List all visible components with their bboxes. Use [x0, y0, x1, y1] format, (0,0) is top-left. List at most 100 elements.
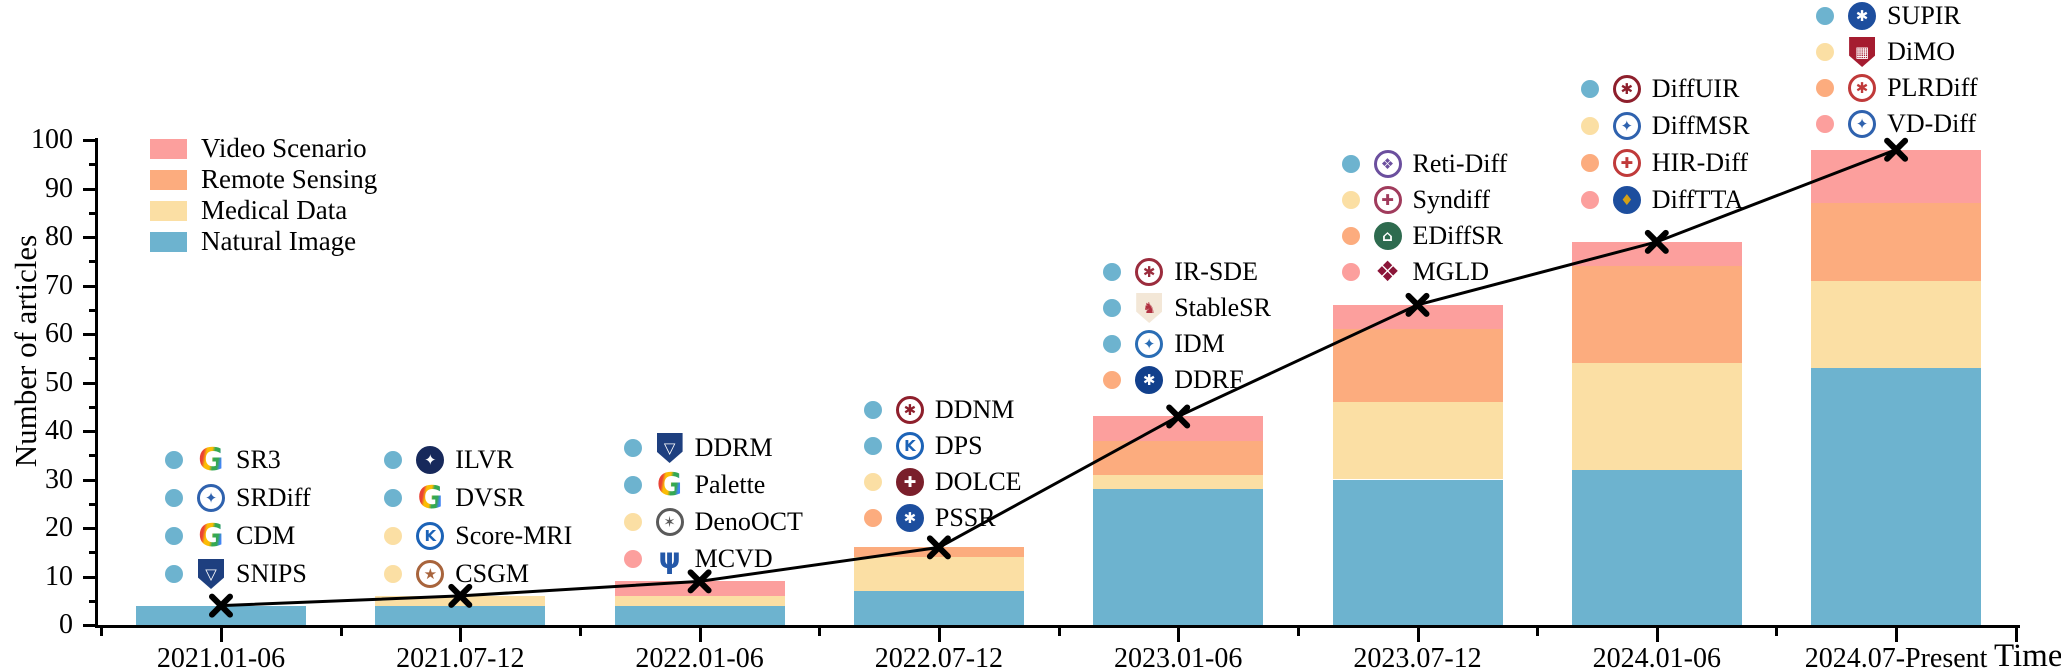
annotation-label: CDM: [236, 521, 296, 550]
annotation-item: G DVSR: [384, 479, 525, 516]
org-logo-icon: ✱: [1846, 72, 1878, 104]
y-minor-tick: [89, 454, 97, 458]
category-dot: [863, 437, 882, 455]
org-logo-icon: G: [195, 444, 227, 476]
google-logo-icon: G: [198, 441, 224, 478]
ring-logo-icon: ✱: [1135, 258, 1164, 286]
y-minor-tick: [89, 551, 97, 555]
x-tick-label: 2021.01-06: [156, 643, 286, 672]
annotation-label: ILVR: [455, 445, 514, 474]
bar-segment: [1093, 489, 1264, 625]
ring-logo-icon: ❖: [1373, 150, 1402, 178]
bar-segment: [614, 605, 785, 625]
bar-segment: [1571, 469, 1742, 625]
ring-logo-icon: ✱: [895, 396, 924, 424]
org-logo-icon: ❖: [1372, 256, 1404, 288]
org-logo-icon: ✚: [1611, 147, 1643, 179]
bar-segment: [853, 557, 1024, 592]
ring-logo-icon: ★: [416, 560, 445, 588]
ring-logo-icon: ✚: [895, 468, 924, 496]
annotation-item: ✦ ILVR: [384, 443, 514, 477]
category-dot: [165, 489, 183, 507]
ring-logo-icon: ✱: [1612, 75, 1641, 103]
annotation-item: ✚ HIR-Diff: [1580, 146, 1749, 180]
shield-logo-icon: ▽: [656, 433, 683, 463]
bar-segment: [136, 605, 306, 625]
org-logo-icon: ❖: [1372, 148, 1404, 180]
category-dot: [1580, 80, 1599, 98]
annotation-label: PSSR: [934, 503, 996, 532]
bar-segment: [1571, 241, 1742, 267]
annotation-item: ▦ DiMO: [1816, 35, 1955, 69]
y-minor-tick: [89, 502, 97, 506]
x-major-tick: [698, 628, 702, 642]
x-tick-label: 2022.01-06: [635, 643, 764, 672]
bar-segment: [1332, 479, 1503, 625]
x-major-tick: [1416, 628, 1420, 642]
x-tick-label: 2024.07-Present: [1804, 643, 1988, 672]
category-dot: [623, 513, 642, 531]
bar-segment: [1332, 401, 1503, 480]
bar-segment: [1093, 416, 1264, 441]
annotation-item: ♦ DiffTTA: [1580, 183, 1744, 217]
org-logo-icon: ✱: [1133, 256, 1165, 288]
org-logo-icon: K: [414, 520, 446, 552]
category-dot: [384, 489, 403, 507]
y-tick-label: 70: [45, 269, 73, 301]
category-dot: [1580, 117, 1599, 135]
y-tick-label: 90: [45, 172, 73, 204]
org-logo-icon: ✚: [894, 466, 926, 498]
annotation-label: SUPIR: [1887, 1, 1961, 30]
ring-logo-icon: ✦: [1612, 112, 1641, 140]
annotation-label: DDRM: [694, 433, 773, 462]
category-dot: [1816, 7, 1835, 25]
annotation-item: ✦ IDM: [1103, 327, 1225, 361]
annotation-label: HIR-Diff: [1651, 148, 1749, 177]
annotation-item: ▽ SNIPS: [165, 557, 307, 591]
x-tick-label: 2022.07-12: [874, 643, 1004, 672]
category-dot: [1816, 43, 1835, 61]
annotation-item: ✱ PSSR: [863, 501, 996, 535]
org-logo-icon: K: [894, 430, 926, 462]
annotation-item: ✦ SRDiff: [165, 481, 311, 515]
x-axis-title: Time: [1994, 638, 2061, 672]
google-logo-icon: G: [417, 479, 444, 516]
y-major-tick: [83, 381, 97, 385]
category-dot: [1816, 79, 1835, 97]
bar-segment: [1811, 367, 1982, 625]
annotation-label: Palette: [694, 470, 766, 499]
org-logo-icon: ✚: [1372, 184, 1404, 216]
ring-logo-icon: ✱: [1848, 74, 1877, 102]
annotation-item: ✚ Syndiff: [1341, 183, 1491, 217]
annotation-label: Score-MRI: [455, 521, 573, 550]
y-minor-tick: [89, 357, 97, 361]
x-major-tick: [1177, 628, 1181, 642]
y-minor-tick: [89, 211, 97, 215]
annotation-label: DDRF: [1174, 365, 1244, 394]
y-tick-label: 0: [59, 609, 73, 640]
category-dot: [1816, 115, 1835, 133]
annotation-label: PLRDiff: [1887, 73, 1978, 102]
category-dot: [623, 550, 642, 568]
ring-logo-icon: ♦: [1612, 186, 1641, 214]
annotation-label: DiffTTA: [1651, 185, 1744, 214]
annotation-label: DenoOCT: [694, 507, 803, 536]
x-tick-label: 2021.07-12: [396, 643, 525, 672]
category-dot: [1103, 335, 1122, 353]
y-tick-label: 20: [45, 512, 73, 543]
y-major-tick: [83, 187, 97, 191]
x-tick-label: 2023.07-12: [1353, 643, 1482, 672]
bar-segment: [614, 581, 785, 596]
annotation-label: Syndiff: [1412, 185, 1491, 214]
org-logo-icon: G: [654, 469, 686, 501]
org-logo-icon: ▽: [654, 432, 686, 464]
bar-segment: [1093, 474, 1264, 490]
ring-logo-icon: ✦: [1135, 330, 1164, 358]
category-dot: [384, 565, 403, 583]
category-dot: [165, 565, 183, 583]
legend-swatch: [150, 138, 187, 159]
google-logo-icon: G: [198, 517, 224, 554]
x-axis-spine: [95, 625, 2020, 628]
annotation-item: G CDM: [165, 519, 295, 553]
annotation-label: SNIPS: [236, 559, 307, 588]
